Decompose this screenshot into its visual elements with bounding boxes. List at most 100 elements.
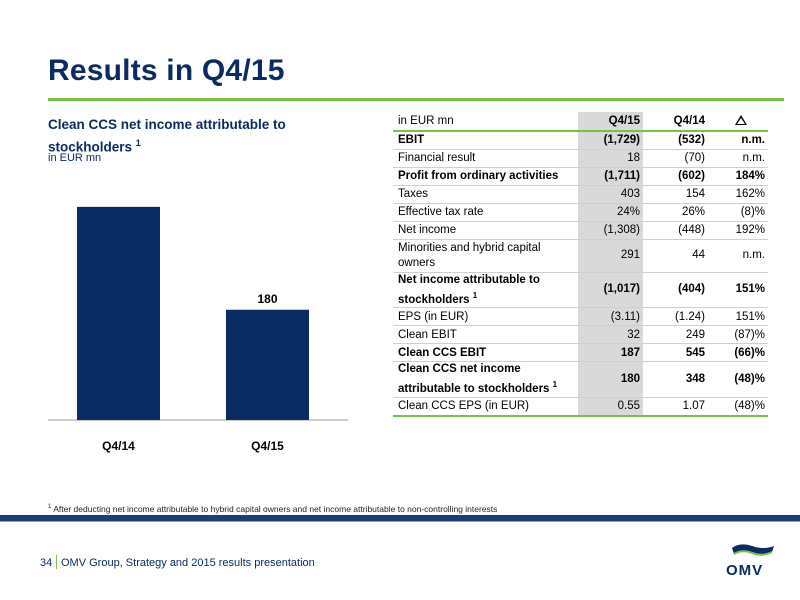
value-q414: 154	[643, 185, 708, 204]
row-label: EBIT	[393, 131, 578, 150]
footer-text: OMV Group, Strategy and 2015 results pre…	[61, 557, 315, 569]
value-q415-text: 291	[620, 249, 640, 261]
row-label: Clean CCS EBIT	[393, 343, 578, 363]
row-label: Minorities and hybrid capital owners	[393, 239, 578, 273]
value-delta: (48)%	[708, 397, 768, 417]
slide-title: Results in Q4/15	[48, 54, 285, 87]
row-label-text: Financial result	[398, 152, 476, 164]
row-label: Clean CCS net income attributable to sto…	[393, 361, 578, 399]
value-q414: 545	[643, 343, 708, 363]
footer-band-line	[0, 521, 800, 522]
table-row: Net income attributable to stockholders …	[393, 272, 768, 309]
results-table: in EUR mn Q4/15 Q4/14 EBIT (1,729) (532) n.…	[393, 112, 768, 417]
value-delta-text: (8)%	[740, 206, 765, 218]
row-label: Effective tax rate	[393, 203, 578, 222]
row-label: Clean EBIT	[393, 325, 578, 345]
value-q414-text: (532)	[678, 134, 705, 147]
value-q415-text: (1,017)	[603, 283, 640, 296]
value-q414: (448)	[643, 221, 708, 240]
chart-title-footnote-marker: 1	[135, 138, 141, 148]
footnote-text: After deducting net income attributable …	[53, 504, 498, 514]
value-q415: 0.55	[578, 397, 643, 417]
value-q414: (404)	[643, 272, 708, 309]
row-label-text: Profit from ordinary activities	[398, 170, 559, 182]
value-delta-text: n.m.	[742, 249, 765, 261]
value-q415-text: (1,729)	[603, 134, 640, 147]
row-label-text: Clean EBIT	[398, 328, 457, 341]
value-q414-text: 44	[692, 249, 705, 261]
value-delta-text: (48)%	[734, 373, 765, 386]
value-q414-text: (448)	[678, 224, 705, 236]
value-delta-text: n.m.	[742, 152, 765, 164]
value-q415-text: (1,308)	[603, 224, 640, 236]
chart-title-text: Clean CCS net income attributable to sto…	[48, 117, 286, 155]
value-delta: n.m.	[708, 239, 768, 273]
row-label: Clean CCS EPS (in EUR)	[393, 397, 578, 417]
value-q415-text: (1,711)	[604, 170, 640, 182]
value-q414-text: (404)	[678, 283, 705, 296]
header-q415: Q4/15	[578, 112, 643, 132]
value-delta: n.m.	[708, 149, 768, 168]
value-delta-text: n.m.	[741, 134, 765, 147]
table-row: Net income (1,308) (448) 192%	[393, 221, 768, 240]
value-q415: 291	[578, 239, 643, 273]
footnote-marker: 1	[472, 290, 478, 300]
row-label-text: EPS (in EUR)	[398, 310, 469, 323]
header-delta	[708, 112, 768, 132]
value-q415-text: 187	[620, 346, 640, 359]
value-q415-text: 32	[627, 328, 640, 341]
row-label-text: Effective tax rate	[398, 206, 484, 218]
value-q414-text: 26%	[681, 206, 705, 218]
value-q415: (1,729)	[578, 131, 643, 150]
value-q415-text: (3.11)	[610, 310, 640, 323]
omv-logo-icon	[732, 544, 774, 556]
value-q414-text: 1.07	[682, 400, 705, 413]
value-q415: (1,308)	[578, 221, 643, 240]
value-delta: n.m.	[708, 131, 768, 150]
value-delta: (48)%	[708, 361, 768, 399]
value-q414: (70)	[643, 149, 708, 168]
value-q415: 187	[578, 343, 643, 363]
value-q414-text: 249	[685, 328, 705, 341]
value-q414-text: 348	[685, 373, 705, 386]
table-row: EPS (in EUR) (3.11) (1.24) 151%	[393, 307, 768, 327]
value-delta-text: (87)%	[734, 328, 765, 341]
row-label: Taxes	[393, 185, 578, 204]
category-label: Q4/14	[102, 439, 135, 453]
value-delta: 192%	[708, 221, 768, 240]
row-label: Profit from ordinary activities	[393, 167, 578, 186]
value-q414: (602)	[643, 167, 708, 186]
value-q414: 1.07	[643, 397, 708, 417]
value-q415: 403	[578, 185, 643, 204]
chart-subtitle: in EUR mn	[48, 152, 102, 164]
row-label: Financial result	[393, 149, 578, 168]
table-row: Taxes 403 154 162%	[393, 185, 768, 204]
data-label: 348	[108, 200, 128, 203]
table-row: Clean CCS net income attributable to sto…	[393, 361, 768, 399]
value-q414-text: (70)	[684, 152, 705, 164]
value-delta: (8)%	[708, 203, 768, 222]
bar-chart: 348 Q4/14 180 Q4/15	[48, 200, 348, 453]
footer-separator	[56, 555, 57, 569]
value-q414: (532)	[643, 131, 708, 150]
footnote-marker: 1	[552, 380, 558, 390]
value-q415: 180	[578, 361, 643, 399]
page-number: 34	[40, 557, 53, 569]
bar-q4-14	[77, 206, 160, 420]
value-delta-text: 184%	[735, 170, 765, 182]
row-label-text: EBIT	[398, 134, 425, 147]
row-label: Net income	[393, 221, 578, 240]
value-q414-text: 154	[685, 188, 705, 200]
value-q414-text: (602)	[678, 170, 705, 182]
value-delta: 151%	[708, 307, 768, 327]
header-label: in EUR mn	[393, 112, 578, 132]
row-label-text: Net income	[398, 224, 457, 236]
chart-title: Clean CCS net income attributable to sto…	[48, 116, 338, 157]
delta-icon	[735, 114, 747, 125]
value-q415-text: 403	[620, 188, 640, 200]
value-q415-text: 24%	[616, 206, 640, 218]
value-delta-text: (66)%	[734, 346, 765, 359]
value-q415: (1,711)	[578, 167, 643, 186]
header-q414: Q4/14	[643, 112, 708, 132]
row-label-text: Minorities and hybrid capital owners	[398, 241, 541, 269]
